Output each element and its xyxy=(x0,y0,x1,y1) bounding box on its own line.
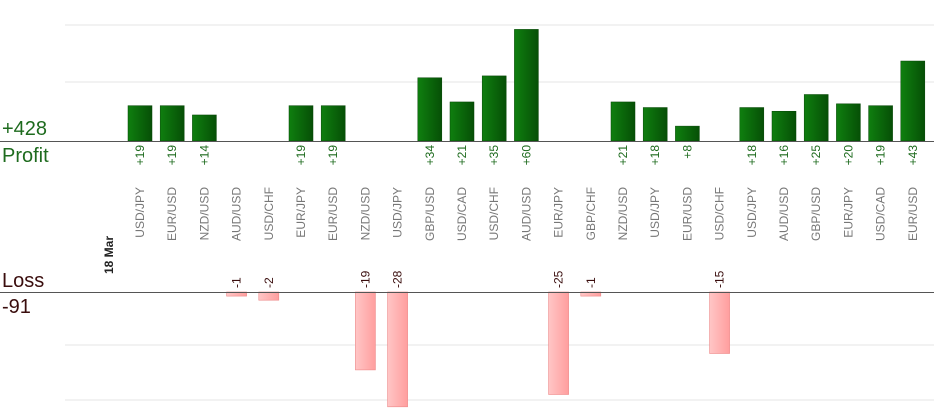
profit-value-labels: +19 +19 +14 +19 +19 +34 +21 +35 +60 +21 +18 +8 +18 +1… xyxy=(133,145,920,166)
category-label: GBP/USD xyxy=(809,187,823,241)
profit-label: Profit xyxy=(2,145,49,167)
category-label: EUR/USD xyxy=(165,187,179,241)
profit-value-label: +14 xyxy=(197,145,211,166)
profit-value-label: +18 xyxy=(648,145,662,166)
loss-value-labels: -1 -2 -19 -28 -25 -1 -15 xyxy=(230,270,727,288)
category-label: USD/JPY xyxy=(745,187,759,238)
category-label: GBP/CHF xyxy=(584,187,598,240)
loss-bar xyxy=(258,291,280,301)
category-label: USD/CHF xyxy=(713,187,727,240)
loss-bar xyxy=(709,291,730,354)
profit-bar xyxy=(642,107,668,142)
category-label: EUR/USD xyxy=(680,187,694,241)
loss-total: -91 xyxy=(2,296,31,318)
profit-value-label: +18 xyxy=(745,145,759,166)
category-label: USD/CHF xyxy=(487,187,501,240)
profit-bar xyxy=(127,105,153,142)
category-label: EUR/USD xyxy=(906,187,920,241)
profit-value-label: +25 xyxy=(809,145,823,166)
category-label: AUD/USD xyxy=(519,187,533,241)
profit-value-label: +19 xyxy=(294,145,308,166)
profit-bar xyxy=(159,105,185,142)
category-label: NZD/USD xyxy=(197,187,211,241)
profit-value-label: +19 xyxy=(133,145,147,166)
profit-value-label: +21 xyxy=(616,145,630,166)
profit-bar xyxy=(192,114,217,142)
profit-value-label: +34 xyxy=(423,145,437,166)
loss-bar xyxy=(548,291,569,395)
loss-value-label: -28 xyxy=(391,270,405,288)
category-label: AUD/USD xyxy=(230,187,244,241)
category-label: USD/CAD xyxy=(455,187,469,241)
profit-bar xyxy=(771,110,797,142)
profit-bar xyxy=(900,60,926,142)
profit-value-label: +19 xyxy=(874,145,888,166)
profit-total: +428 xyxy=(2,118,48,140)
profit-value-label: +35 xyxy=(487,145,501,166)
profit-value-label: +21 xyxy=(455,145,469,166)
loss-value-label: -25 xyxy=(552,270,566,288)
loss-bar xyxy=(387,291,408,408)
category-label: USD/JPY xyxy=(391,187,405,238)
category-label: GBP/USD xyxy=(423,187,437,241)
loss-value-label: -2 xyxy=(262,277,276,288)
profit-bar xyxy=(320,105,346,142)
profit-bar xyxy=(610,101,636,142)
profit-value-label: +43 xyxy=(906,145,920,166)
profit-value-label: +60 xyxy=(519,145,533,166)
category-label: NZD/USD xyxy=(358,187,372,241)
loss-value-label: -19 xyxy=(358,270,372,288)
profit-bar xyxy=(481,75,507,142)
baselines xyxy=(0,141,934,293)
category-label: EUR/JPY xyxy=(552,187,566,238)
date-label: 18 Mar xyxy=(102,236,116,274)
profit-value-label: +8 xyxy=(680,145,694,159)
category-label: USD/CAD xyxy=(874,187,888,241)
category-label: USD/CHF xyxy=(262,187,276,240)
profit-value-label: +19 xyxy=(326,145,340,166)
profit-bar xyxy=(739,107,765,142)
loss-label: Loss xyxy=(2,270,45,292)
loss-value-label: -15 xyxy=(713,270,727,288)
gridlines xyxy=(65,24,934,401)
category-label: USD/JPY xyxy=(648,187,662,238)
category-label: EUR/JPY xyxy=(294,187,308,238)
profit-bar xyxy=(868,105,893,142)
loss-bars xyxy=(226,291,730,408)
profit-bars xyxy=(127,29,926,142)
loss-value-label: -1 xyxy=(230,277,244,288)
category-label: USD/JPY xyxy=(133,187,147,238)
profit-bar xyxy=(675,125,700,142)
category-labels: USD/JPY EUR/USD NZD/USD AUD/USD USD/CHF EUR/J… xyxy=(133,187,920,241)
profit-bar xyxy=(417,77,443,142)
profit-bar xyxy=(288,105,314,142)
category-label: EUR/JPY xyxy=(841,187,855,238)
profit-bar xyxy=(836,103,861,142)
profit-value-label: +19 xyxy=(165,145,179,166)
profit-bar xyxy=(449,101,475,142)
loss-bar xyxy=(355,291,376,371)
category-label: EUR/USD xyxy=(326,187,340,241)
category-label: NZD/USD xyxy=(616,187,630,241)
profit-value-label: +16 xyxy=(777,145,791,166)
profit-bar xyxy=(803,94,829,142)
profit-bar xyxy=(514,29,539,142)
category-label: AUD/USD xyxy=(777,187,791,241)
loss-value-label: -1 xyxy=(584,277,598,288)
profit-value-label: +20 xyxy=(841,145,855,166)
